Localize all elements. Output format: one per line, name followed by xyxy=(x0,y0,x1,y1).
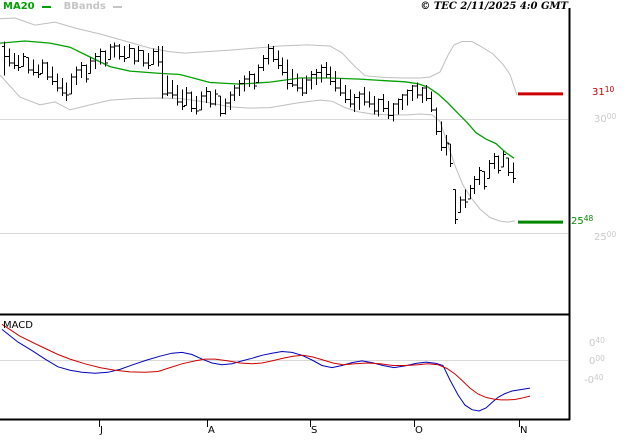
price-axis-tick-label: 3000 xyxy=(594,112,617,125)
month-label: S xyxy=(311,425,318,436)
macd-line xyxy=(1,329,531,412)
legend-ma20-label: MA20 xyxy=(3,1,35,12)
signal-line xyxy=(1,323,531,401)
macd-panel-label: MACD xyxy=(3,320,33,331)
price-axis-tick-label: 2500 xyxy=(594,230,617,243)
bollinger-upper-band-line xyxy=(0,17,518,96)
ma20-line xyxy=(0,40,515,159)
month-label: J xyxy=(100,425,103,436)
bbands-line-swatch-icon xyxy=(112,6,122,8)
month-label: O xyxy=(415,425,423,436)
month-label: N xyxy=(520,425,528,436)
candles-group xyxy=(2,41,516,224)
price-marker-label: 2548 xyxy=(571,214,594,227)
ma20-line-swatch-icon xyxy=(41,6,51,8)
chart-legend: MA20 BBands xyxy=(3,2,125,12)
month-label: A xyxy=(208,425,215,436)
legend-bbands-label: BBands xyxy=(63,1,106,12)
price-marker-label: 3110 xyxy=(592,85,615,98)
macd-axis-tick-label: 000 xyxy=(589,354,605,367)
copyright-text: © TEC 2/11/2025 4:0 GMT xyxy=(420,1,568,12)
bollinger-lower-band-line xyxy=(0,74,516,223)
macd-axis-tick-label: -040 xyxy=(584,373,604,386)
macd-axis-tick-label: 040 xyxy=(589,336,605,349)
